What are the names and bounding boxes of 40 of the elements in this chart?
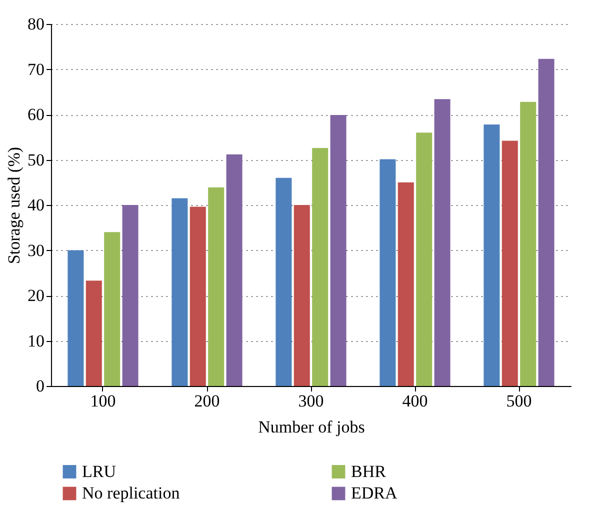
x-tick-label: 300 <box>298 392 324 410</box>
bar <box>330 114 346 386</box>
bar <box>416 132 432 386</box>
bar <box>86 280 102 386</box>
bar <box>484 124 500 386</box>
x-axis-title: Number of jobs <box>258 418 365 436</box>
x-tick-label: 100 <box>90 392 116 410</box>
bar <box>68 250 84 386</box>
bar <box>276 178 292 386</box>
bar <box>398 182 414 386</box>
legend-label: LRU <box>82 462 116 481</box>
legend-label: BHR <box>351 462 387 481</box>
y-tick-label: 20 <box>28 286 44 305</box>
bar <box>294 205 310 386</box>
bar <box>434 99 450 386</box>
y-tick-label: 40 <box>28 196 44 214</box>
bar <box>380 159 396 386</box>
bar <box>208 187 224 386</box>
bar <box>122 205 138 386</box>
bar <box>502 140 518 386</box>
bar <box>520 102 536 386</box>
bar <box>226 154 242 386</box>
y-tick-label: 30 <box>28 240 44 260</box>
y-axis-title: Storage used (%) <box>4 146 24 264</box>
y-tick-label: 50 <box>28 150 44 170</box>
y-tick-label: 60 <box>28 105 44 124</box>
bar <box>104 232 120 386</box>
y-tick-label: 10 <box>28 331 44 350</box>
bar <box>190 206 206 386</box>
x-tick-label: 200 <box>194 392 220 410</box>
bar <box>172 198 188 386</box>
x-tick-label: 500 <box>506 392 532 410</box>
y-tick-label: 80 <box>28 14 44 34</box>
y-tick-label: 70 <box>28 60 44 79</box>
bar <box>538 58 554 386</box>
x-tick-label: 400 <box>402 392 428 410</box>
legend-label: No replication <box>82 484 180 502</box>
legend-label: EDRA <box>351 484 398 502</box>
bar <box>312 148 328 386</box>
y-tick-label: 0 <box>36 376 44 396</box>
